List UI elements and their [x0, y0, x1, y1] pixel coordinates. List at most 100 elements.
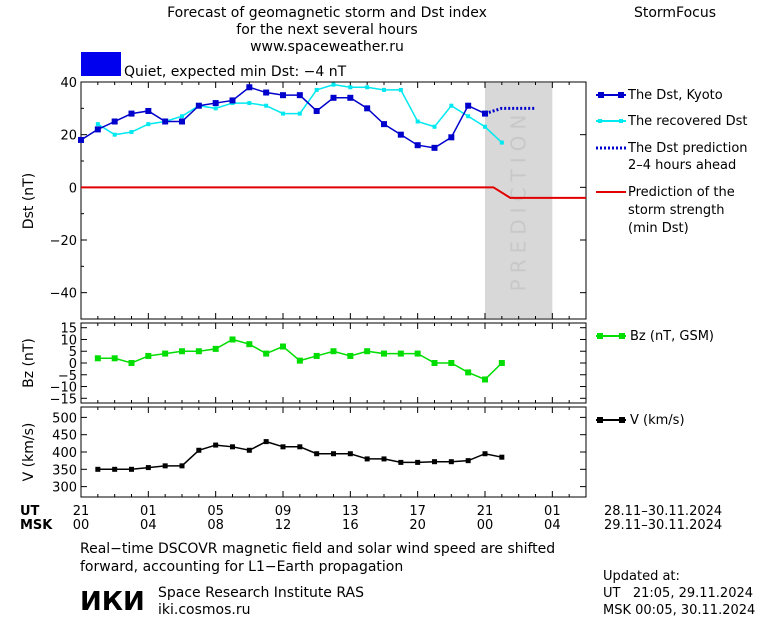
- msk-tick-label: 08: [207, 518, 224, 533]
- bz-point: [212, 345, 219, 352]
- dst-kyoto-point: [313, 107, 320, 114]
- bz-ytick-label: −15: [50, 392, 77, 407]
- legend-dst-prediction: The Dst prediction 2–4 hours ahead: [596, 141, 748, 173]
- dst-recovered-point: [297, 111, 302, 116]
- ut-tick-label: 21: [73, 504, 90, 519]
- v-point: [432, 459, 437, 465]
- bz-point: [330, 348, 337, 355]
- msk-date-range: 29.11–30.11.2024: [604, 518, 722, 533]
- brand-name: StormFocus: [634, 5, 716, 21]
- bz-point: [482, 376, 488, 383]
- v-point: [499, 454, 505, 460]
- ut-tick-label: 09: [275, 504, 292, 519]
- dst-ytick-label: 40: [60, 76, 77, 91]
- status-text: Quiet, expected min Dst: −4 nT: [124, 64, 347, 80]
- v-point: [95, 466, 101, 472]
- dst-kyoto-point: [330, 94, 337, 101]
- ut-tick-label: 13: [342, 504, 359, 519]
- bz-ytick-label: −5: [58, 369, 77, 384]
- dst-recovered-point: [483, 124, 487, 129]
- v-point: [314, 451, 320, 457]
- dst-recovered-point: [264, 103, 269, 108]
- bz-ytick-label: 15: [60, 322, 77, 337]
- legend-dst-recovered-text: The recovered Dst: [627, 114, 747, 129]
- v-point: [347, 451, 353, 457]
- status-swatch: [81, 52, 121, 76]
- dst-kyoto-point: [381, 121, 387, 128]
- v-point: [364, 456, 370, 462]
- bz-point: [162, 350, 169, 357]
- dst-recovered-point: [382, 87, 386, 92]
- chart-subtitle: for the next several hours: [236, 22, 417, 38]
- updated-label: Updated at:: [603, 569, 680, 584]
- legend-storm-strength-text2: storm strength: [628, 203, 725, 218]
- series-layer: [78, 82, 586, 472]
- iki-logo: ИКИ: [80, 587, 145, 617]
- dst-ytick-label: 0: [69, 181, 77, 196]
- institute-site: iki.cosmos.ru: [158, 602, 250, 618]
- bz-point: [347, 352, 354, 359]
- dst-recovered-point: [449, 103, 454, 108]
- v-point: [280, 444, 286, 450]
- ut-date-range: 28.11–30.11.2024: [604, 504, 722, 519]
- dst-kyoto-point: [212, 100, 219, 107]
- v-ylabel: V (km/s): [21, 423, 37, 482]
- dst-prediction-line: [484, 106, 536, 116]
- v-point: [230, 444, 235, 450]
- bz-ytick-label: 10: [60, 333, 77, 348]
- dst-recovered-point: [146, 122, 151, 127]
- v-ytick-label: 500: [52, 411, 77, 426]
- dst-kyoto-point: [145, 107, 152, 114]
- bz-point: [381, 350, 387, 357]
- bz-point: [229, 336, 236, 343]
- chart-title: Forecast of geomagnetic storm and Dst in…: [167, 5, 487, 21]
- dst-kyoto-point: [78, 136, 84, 143]
- dst-recovered-point: [432, 124, 437, 129]
- dst-kyoto-point: [448, 134, 455, 141]
- bz-point: [431, 360, 438, 366]
- v-point: [145, 465, 151, 471]
- v-point: [196, 447, 202, 453]
- v-ytick-label: 300: [52, 481, 77, 496]
- dst-recovered-point: [180, 114, 184, 119]
- institute-name: Space Research Institute RAS: [158, 585, 364, 601]
- dst-kyoto-point: [465, 102, 472, 109]
- msk-tick-label: 04: [544, 518, 561, 533]
- dst-kyoto-point: [246, 84, 253, 91]
- legend-v: V (km/s): [596, 413, 685, 428]
- legend-dst-prediction-text: The Dst prediction: [627, 141, 748, 156]
- dst-recovered-point: [466, 114, 471, 119]
- v-ytick-label: 400: [52, 446, 77, 461]
- dst-recovered-point: [499, 140, 504, 145]
- v-point: [381, 456, 387, 462]
- ut-tick-label: 21: [477, 504, 494, 519]
- ut-tick-label: 01: [544, 504, 561, 519]
- storm-strength-line: [81, 186, 586, 199]
- site-url: www.spaceweather.ru: [250, 39, 404, 55]
- legend-storm-strength-text: Prediction of the: [628, 185, 735, 200]
- legend-v-text: V (km/s): [630, 413, 685, 428]
- v-point: [331, 451, 336, 457]
- v-point: [398, 459, 404, 465]
- v-point: [213, 442, 219, 448]
- bz-point: [296, 357, 303, 364]
- dst-recovered-point: [314, 87, 319, 92]
- dst-recovered-point: [365, 85, 370, 90]
- dst-recovered-point: [348, 85, 353, 90]
- dst-recovered-point: [112, 132, 117, 137]
- dst-recovered-point: [331, 82, 336, 87]
- dst-kyoto-point: [364, 105, 371, 112]
- bz-point: [448, 360, 455, 366]
- msk-tick-label: 00: [477, 518, 494, 533]
- dst-kyoto-point: [280, 92, 286, 99]
- dst-kyoto-point: [296, 92, 303, 99]
- dst-kyoto-point: [111, 118, 118, 125]
- dst-recovered-point: [129, 130, 134, 135]
- dst-recovered-point: [247, 101, 252, 106]
- v-point: [129, 466, 134, 472]
- bz-panel-frame: [80, 322, 587, 404]
- dst-recovered-point: [398, 87, 403, 92]
- bz-point: [94, 355, 101, 362]
- msk-axis-label: MSK: [20, 518, 53, 533]
